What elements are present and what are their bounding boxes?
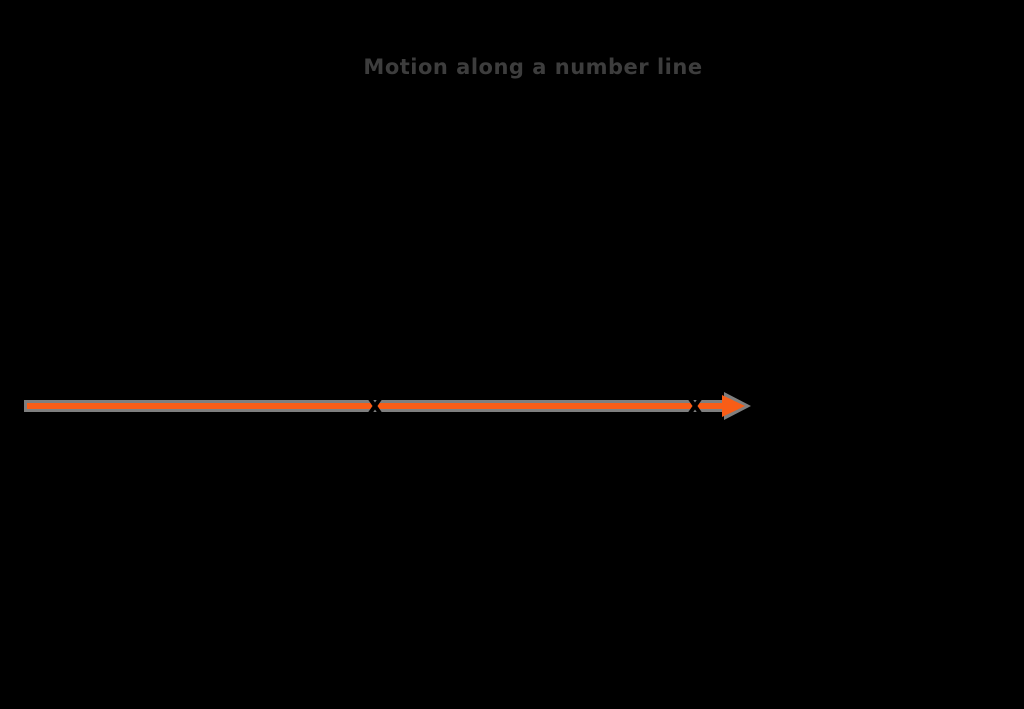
figure-title: Motion along a number line [363,55,703,79]
x-marker-right-icon [686,396,704,416]
x-marker-left-icon [366,396,384,416]
arrow-head-icon [722,395,745,417]
